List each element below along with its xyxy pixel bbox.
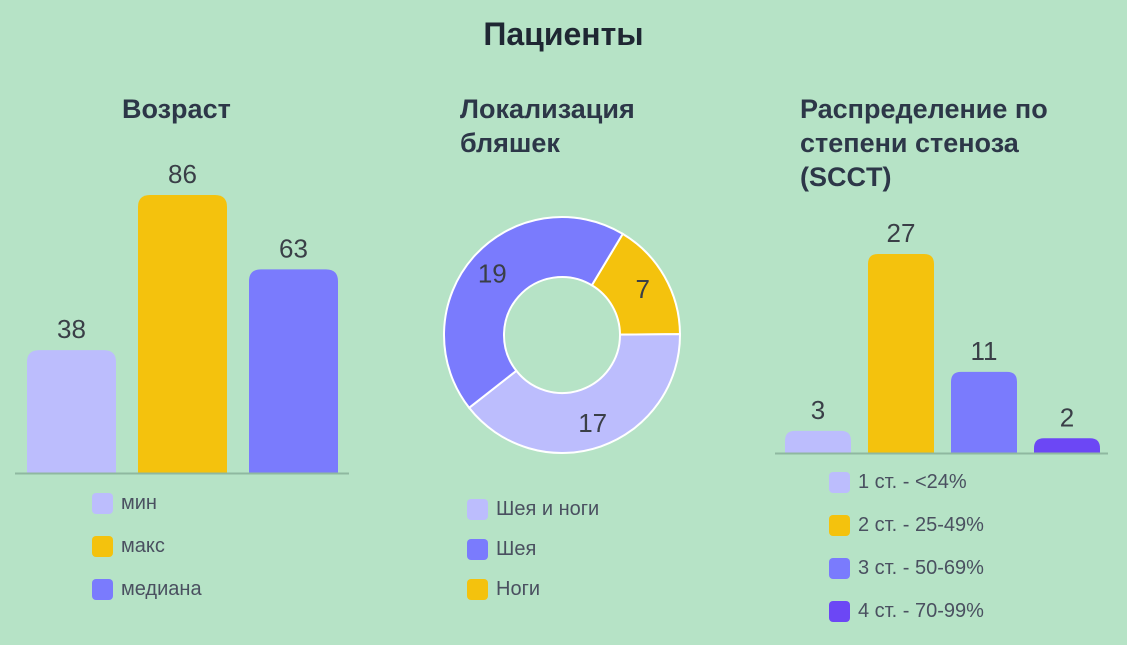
bar-2-2 (951, 371, 1017, 453)
pie-slice-шея-и-ноги (467, 333, 681, 454)
legend-label: макс (121, 535, 165, 557)
legend-label: 3 ст. - 50-69% (858, 557, 984, 579)
legend-item-0-2: медиана (92, 568, 202, 611)
bar-2-0 (785, 430, 851, 453)
bar-value-label-0-1: 86 (168, 159, 197, 189)
legend-item-1-1: Шея (467, 529, 599, 569)
legend-swatch (92, 536, 113, 557)
legend-swatch (92, 493, 113, 514)
stenosis-legend: 1 ст. - <24% 2 ст. - 25-49% 3 ст. - 50-69%… (829, 461, 984, 633)
legend-swatch (467, 498, 488, 520)
bar-0-2 (249, 269, 338, 473)
stenosis-chart-title: Распределение по степени стеноза (SCCT) (800, 94, 1048, 192)
legend-swatch (829, 472, 850, 493)
pie-value-label-шея-и-ноги: 17 (578, 408, 607, 438)
page-title: Пациенты (483, 16, 644, 52)
legend-swatch (467, 538, 488, 560)
plaque-legend: Шея и ноги Шея Ноги (467, 489, 599, 609)
plaque-chart-title: Локализация бляшек (460, 94, 635, 158)
legend-swatch (467, 578, 488, 600)
legend-label: 2 ст. - 25-49% (858, 514, 984, 536)
legend-label: 1 ст. - <24% (858, 471, 967, 493)
legend-item-2-3: 4 ст. - 70-99% (829, 590, 984, 633)
bar-2-3 (1034, 438, 1100, 453)
bar-0-0 (27, 350, 116, 473)
legend-item-0-0: мин (92, 482, 202, 525)
legend-item-1-2: Ноги (467, 569, 599, 609)
bar-2-1 (868, 254, 934, 453)
bar-value-label-2-1: 27 (887, 218, 916, 248)
bar-value-label-0-0: 38 (57, 314, 86, 344)
legend-label: Шея (496, 537, 537, 560)
legend-swatch (92, 579, 113, 600)
legend-label: мин (121, 492, 157, 514)
legend-item-2-0: 1 ст. - <24% (829, 461, 984, 504)
legend-label: Ноги (496, 577, 541, 600)
legend-item-2-2: 3 ст. - 50-69% (829, 547, 984, 590)
legend-item-1-0: Шея и ноги (467, 489, 599, 529)
legend-swatch (829, 515, 850, 536)
legend-label: медиана (121, 578, 202, 600)
legend-item-0-1: макс (92, 525, 202, 568)
pie-value-label-ноги: 7 (636, 274, 650, 304)
legend-item-2-1: 2 ст. - 25-49% (829, 504, 984, 547)
bar-value-label-2-2: 11 (971, 336, 998, 366)
bar-value-label-2-3: 2 (1060, 402, 1074, 432)
legend-swatch (829, 601, 850, 622)
pie-slice-шея (443, 216, 625, 410)
legend-label: Шея и ноги (496, 497, 600, 520)
pie-value-label-шея: 19 (478, 258, 507, 288)
age-legend: мин макс медиана (92, 482, 202, 611)
bar-value-label-0-2: 63 (279, 233, 308, 263)
age-chart-title: Возраст (122, 94, 231, 124)
legend-swatch (829, 558, 850, 579)
bar-value-label-2-0: 3 (811, 395, 825, 425)
bar-0-1 (138, 195, 227, 473)
legend-label: 4 ст. - 70-99% (858, 600, 984, 622)
